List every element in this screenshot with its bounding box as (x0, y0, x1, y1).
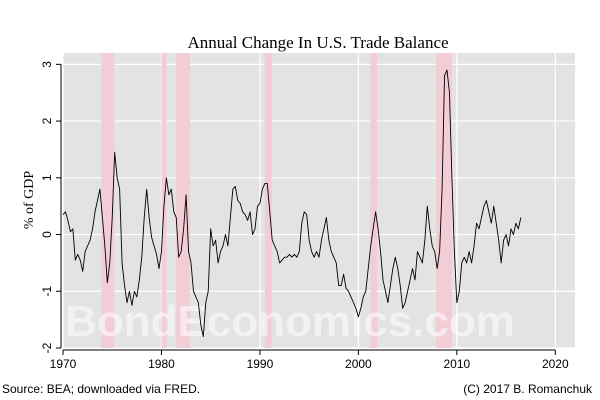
x-tick-label-1970: 1970 (50, 357, 77, 371)
x-tick-label-2000: 2000 (345, 357, 372, 371)
footer-source: Source: BEA; downloaded via FRED. (2, 382, 200, 396)
y-tick-label-2: 2 (40, 117, 54, 124)
recession-band-6 (436, 53, 452, 348)
recession-band-1 (101, 53, 115, 348)
recession-band-4 (264, 53, 272, 348)
x-tick-label-2020: 2020 (542, 357, 569, 371)
grid-lines (62, 53, 575, 349)
recession-band-3 (176, 53, 191, 348)
x-tick-label-1980: 1980 (148, 357, 175, 371)
chart-title: Annual Change In U.S. Trade Balance (187, 33, 448, 52)
watermark-group: BondEconomics.com (65, 297, 515, 346)
y-tick-label--1: -1 (40, 286, 54, 297)
y-tick-label-3: 3 (40, 61, 54, 68)
footer-credit: (C) 2017 B. Romanchuk (463, 382, 593, 396)
x-tick-label-1990: 1990 (247, 357, 274, 371)
y-tick-label--2: -2 (40, 342, 54, 353)
watermark: BondEconomics.com (65, 297, 515, 346)
x-tick-label-2010: 2010 (443, 357, 470, 371)
y-axis-label: % of GDP (22, 171, 37, 230)
axes: -2 -1 0 1 2 3 1970 1980 1990 2000 2010 2020 (40, 61, 569, 371)
recession-band-2 (161, 53, 167, 348)
line-series (62, 69, 522, 338)
y-tick-label-0: 0 (40, 231, 54, 238)
plot-panel (63, 53, 575, 348)
recession-band-5 (370, 53, 378, 348)
y-tick-label-1: 1 (40, 174, 54, 181)
series-line-1 (62, 69, 522, 338)
recession-bands (101, 53, 452, 348)
